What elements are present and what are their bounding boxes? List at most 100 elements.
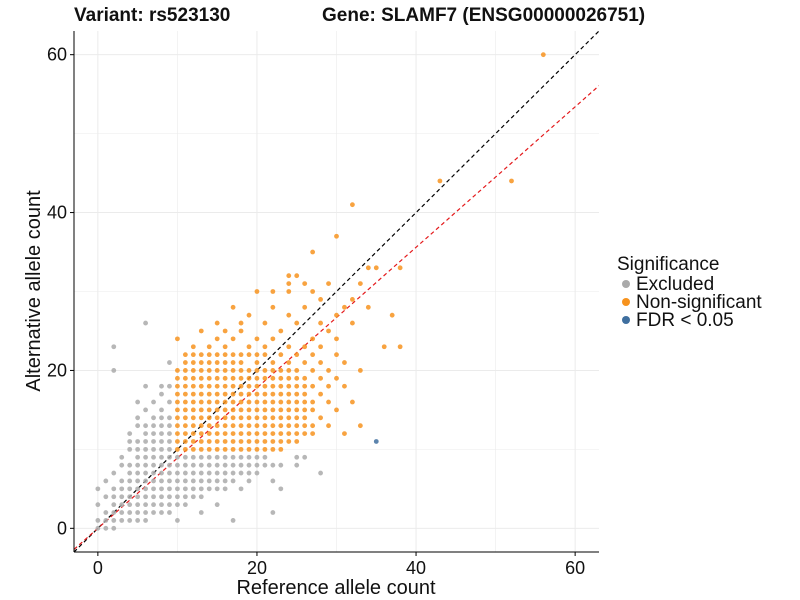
data-point bbox=[294, 383, 300, 389]
data-point bbox=[167, 399, 172, 405]
data-point bbox=[182, 352, 188, 358]
data-point bbox=[326, 399, 331, 405]
data-point bbox=[238, 454, 244, 460]
data-point bbox=[135, 423, 141, 429]
data-point bbox=[230, 375, 236, 381]
data-point bbox=[334, 407, 339, 413]
axes bbox=[73, 31, 599, 553]
data-point bbox=[175, 375, 180, 381]
data-point bbox=[111, 344, 117, 350]
data-point bbox=[294, 415, 300, 421]
data-point bbox=[95, 518, 101, 523]
data-point bbox=[206, 470, 212, 476]
data-point bbox=[310, 407, 316, 413]
data-point bbox=[190, 375, 196, 381]
data-point bbox=[103, 478, 109, 484]
data-point bbox=[262, 415, 268, 421]
data-point bbox=[238, 352, 244, 358]
data-point bbox=[318, 415, 323, 421]
data-point bbox=[135, 486, 141, 492]
data-point bbox=[214, 423, 220, 429]
data-point bbox=[278, 431, 284, 436]
data-point bbox=[238, 368, 244, 373]
data-point bbox=[318, 470, 323, 476]
data-point bbox=[111, 502, 117, 508]
data-point bbox=[302, 360, 308, 365]
data-point bbox=[182, 368, 188, 373]
data-point bbox=[286, 423, 292, 429]
x-tick-label: 0 bbox=[93, 558, 103, 578]
data-point bbox=[198, 399, 204, 405]
data-point bbox=[230, 446, 236, 452]
data-point bbox=[143, 518, 148, 523]
data-point bbox=[151, 486, 156, 492]
data-point bbox=[286, 312, 292, 318]
data-point bbox=[254, 368, 260, 373]
data-point bbox=[206, 344, 212, 350]
data-point bbox=[167, 415, 172, 421]
data-point bbox=[167, 510, 172, 515]
data-point bbox=[270, 510, 276, 515]
x-tick-label: 20 bbox=[247, 558, 267, 578]
data-point bbox=[135, 470, 141, 476]
data-point bbox=[198, 439, 204, 444]
data-point bbox=[127, 494, 133, 500]
data-point bbox=[262, 391, 268, 397]
data-point bbox=[206, 462, 212, 468]
data-point bbox=[190, 423, 196, 429]
data-point bbox=[190, 494, 196, 500]
data-point bbox=[302, 304, 308, 310]
data-point bbox=[334, 375, 339, 381]
data-point bbox=[159, 478, 164, 484]
data-point bbox=[270, 375, 276, 381]
reference-line-0 bbox=[74, 31, 599, 552]
data-point bbox=[270, 368, 276, 373]
data-point bbox=[302, 431, 308, 436]
data-point bbox=[326, 368, 331, 373]
data-point bbox=[365, 265, 371, 271]
data-point bbox=[230, 423, 236, 429]
data-point bbox=[286, 431, 292, 436]
data-point bbox=[175, 368, 180, 373]
data-point bbox=[222, 328, 228, 334]
data-point bbox=[254, 383, 260, 389]
data-point bbox=[222, 375, 228, 381]
data-point bbox=[294, 462, 300, 468]
data-point bbox=[246, 383, 252, 389]
data-point bbox=[214, 320, 220, 326]
data-point bbox=[270, 478, 276, 484]
data-point bbox=[206, 360, 212, 365]
data-point bbox=[278, 439, 284, 444]
data-point bbox=[334, 336, 339, 342]
data-point bbox=[254, 391, 260, 397]
data-point bbox=[103, 494, 109, 500]
data-point bbox=[135, 510, 141, 515]
data-point bbox=[159, 494, 164, 500]
data-point bbox=[175, 486, 180, 492]
data-point bbox=[238, 446, 244, 452]
data-point bbox=[198, 328, 204, 334]
data-point bbox=[254, 375, 260, 381]
data-points bbox=[95, 52, 546, 531]
data-point bbox=[111, 518, 117, 523]
data-point bbox=[278, 352, 284, 358]
data-point bbox=[175, 423, 180, 429]
data-point bbox=[143, 431, 148, 436]
data-point bbox=[206, 375, 212, 381]
data-point bbox=[143, 320, 148, 326]
data-point bbox=[206, 431, 212, 436]
data-point bbox=[246, 375, 252, 381]
data-point bbox=[365, 304, 371, 310]
data-point bbox=[270, 289, 276, 294]
data-point bbox=[246, 439, 252, 444]
data-point bbox=[238, 407, 244, 413]
data-point bbox=[198, 375, 204, 381]
data-point bbox=[182, 407, 188, 413]
data-point bbox=[151, 478, 156, 484]
data-point bbox=[310, 249, 316, 255]
data-point bbox=[190, 344, 196, 350]
data-point bbox=[254, 407, 260, 413]
data-point bbox=[302, 423, 308, 429]
data-point bbox=[182, 415, 188, 421]
data-point bbox=[310, 289, 316, 294]
